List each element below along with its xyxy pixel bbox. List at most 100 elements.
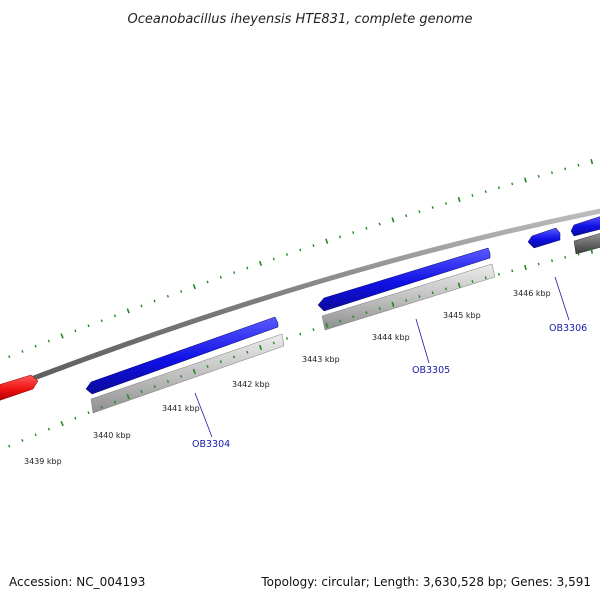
position-ruler bbox=[8, 248, 594, 448]
ruler-minor-tick bbox=[166, 379, 170, 383]
ruler-major-tick bbox=[258, 344, 263, 351]
ruler-minor-tick bbox=[74, 329, 77, 333]
ruler-minor-tick bbox=[405, 214, 408, 218]
ruler-minor-tick bbox=[153, 299, 156, 303]
gene-label-ob3305[interactable]: OB3305 bbox=[412, 365, 450, 376]
ruler-minor-tick bbox=[206, 365, 209, 368]
ruler-minor-tick bbox=[47, 427, 51, 431]
ruler-major-tick bbox=[457, 282, 461, 288]
leader-line bbox=[415, 318, 430, 364]
gene-label-ob3306-group[interactable]: OB3306 bbox=[549, 276, 587, 334]
gene-label-ob3304[interactable]: OB3304 bbox=[192, 439, 230, 450]
ruler-minor-tick bbox=[87, 411, 90, 415]
genome-backbone bbox=[0, 208, 600, 394]
ruler-minor-tick bbox=[285, 253, 289, 256]
cds-box-edge[interactable] bbox=[573, 232, 600, 255]
ruler-minor-tick bbox=[21, 350, 24, 353]
ruler-minor-tick bbox=[444, 202, 447, 205]
gene-label-ob3306[interactable]: OB3306 bbox=[549, 323, 587, 334]
ruler-minor-tick bbox=[431, 291, 434, 295]
ruler-minor-tick bbox=[140, 304, 143, 308]
ruler-minor-tick bbox=[352, 231, 355, 235]
ruler-minor-tick bbox=[100, 319, 103, 323]
gene-label-ob3304-group[interactable]: OB3304 bbox=[192, 392, 230, 450]
cds-box-ob3305[interactable] bbox=[321, 263, 496, 331]
ruler-minor-tick bbox=[471, 280, 474, 283]
ruler-minor-tick bbox=[497, 272, 500, 276]
ruler-minor-tick bbox=[140, 390, 143, 393]
ruler-minor-tick bbox=[551, 259, 553, 263]
ruler-minor-tick bbox=[100, 405, 103, 409]
ruler-tick-label: 3439 kbp bbox=[24, 457, 62, 466]
ruler-minor-tick bbox=[21, 439, 24, 442]
gene-arrow-ob3304[interactable] bbox=[85, 316, 279, 395]
map-title: Oceanobacillus iheyensis HTE831, complet… bbox=[128, 12, 473, 27]
ruler-minor-tick bbox=[206, 280, 209, 284]
ruler-minor-tick bbox=[8, 355, 11, 359]
ruler-minor-tick bbox=[577, 252, 580, 256]
accession-text: Accession: NC_004193 bbox=[9, 575, 145, 589]
ruler-minor-tick bbox=[232, 355, 236, 359]
ruler-tick-label: 3446 kbp bbox=[513, 289, 551, 298]
ruler-minor-tick bbox=[34, 433, 37, 437]
ruler-minor-tick bbox=[418, 210, 421, 213]
ruler-major-tick bbox=[192, 284, 196, 290]
ruler-tick-label: 3445 kbp bbox=[443, 311, 481, 320]
ruler-minor-tick bbox=[219, 360, 222, 364]
ruler-minor-tick bbox=[564, 167, 567, 171]
ruler-minor-tick bbox=[312, 244, 315, 248]
gene-arrow-ob3306[interactable] bbox=[527, 227, 561, 249]
ruler-minor-tick bbox=[219, 275, 222, 279]
ruler-major-tick bbox=[524, 177, 527, 183]
ruler-minor-tick bbox=[153, 385, 156, 388]
ruler-minor-tick bbox=[299, 332, 302, 336]
ruler-major-tick bbox=[590, 248, 594, 254]
ruler-minor-tick bbox=[378, 307, 381, 310]
cds-box-ob3304[interactable] bbox=[90, 333, 285, 414]
ruler-labels: 3439 kbp 3440 kbp 3441 kbp 3442 kbp 3443… bbox=[24, 289, 551, 466]
ruler-tick-label: 3442 kbp bbox=[232, 380, 270, 389]
ruler-minor-tick bbox=[180, 374, 183, 378]
ruler-minor-tick bbox=[444, 287, 447, 291]
genome-summary-text: Topology: circular; Length: 3,630,528 bp… bbox=[260, 575, 591, 589]
ruler-minor-tick bbox=[511, 269, 514, 273]
ruler-major-tick bbox=[60, 420, 64, 427]
ruler-minor-tick bbox=[564, 256, 567, 259]
ruler-major-tick bbox=[325, 322, 329, 328]
ruler-major-tick bbox=[391, 217, 395, 223]
ruler-minor-tick bbox=[537, 174, 540, 178]
ruler-minor-tick bbox=[577, 163, 580, 167]
ruler-minor-tick bbox=[511, 182, 514, 186]
gene-arrow-ob3305[interactable] bbox=[317, 247, 491, 312]
ruler-minor-tick bbox=[74, 416, 77, 420]
ruler-minor-tick bbox=[299, 248, 302, 252]
ruler-major-tick bbox=[126, 308, 130, 314]
ruler-major-tick bbox=[258, 260, 263, 267]
ruler-minor-tick bbox=[471, 194, 474, 197]
ruler-minor-tick bbox=[378, 222, 381, 226]
gene-label-ob3305-group[interactable]: OB3305 bbox=[412, 318, 450, 376]
ruler-major-tick bbox=[325, 238, 329, 244]
ruler-major-tick bbox=[590, 158, 594, 165]
ruler-minor-tick bbox=[47, 339, 50, 343]
ruler-minor-tick bbox=[272, 257, 275, 261]
ruler-minor-tick bbox=[418, 295, 421, 298]
ruler-minor-tick bbox=[338, 319, 342, 323]
ruler-minor-tick bbox=[87, 324, 90, 328]
ruler-minor-tick bbox=[34, 344, 37, 348]
ruler-tick-label: 3443 kbp bbox=[302, 355, 340, 364]
forward-strand-ticks bbox=[8, 158, 594, 359]
ruler-minor-tick bbox=[431, 206, 434, 209]
ruler-minor-tick bbox=[113, 314, 117, 318]
leader-line bbox=[554, 276, 570, 321]
ruler-major-tick bbox=[126, 394, 130, 400]
ruler-minor-tick bbox=[338, 235, 342, 239]
ruler-minor-tick bbox=[8, 444, 11, 448]
leader-line bbox=[194, 392, 213, 438]
ruler-tick-label: 3440 kbp bbox=[93, 431, 131, 440]
ruler-minor-tick bbox=[272, 341, 275, 345]
ruler-major-tick bbox=[192, 368, 196, 375]
ruler-minor-tick bbox=[246, 266, 249, 270]
ruler-minor-tick bbox=[166, 294, 169, 298]
ruler-tick-label: 3441 kbp bbox=[162, 404, 200, 413]
